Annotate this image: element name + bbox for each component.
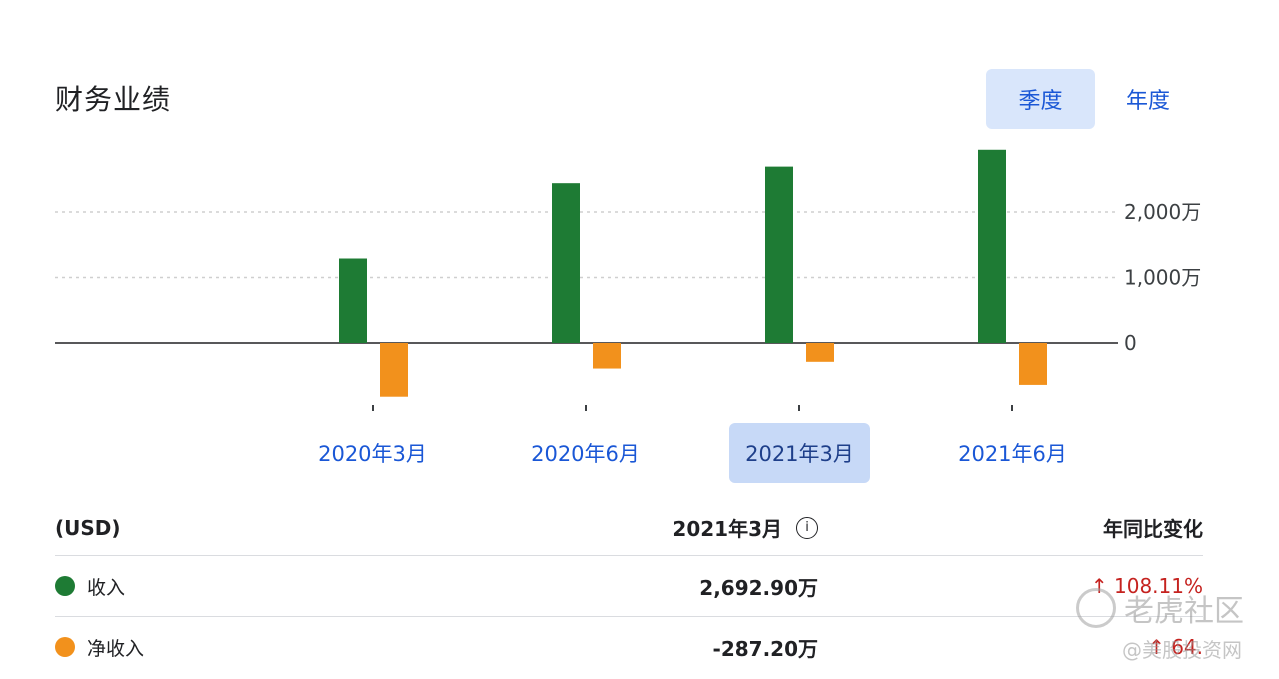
annual-toggle-button[interactable]: 年度	[1125, 89, 1170, 114]
info-icon[interactable]: i	[796, 516, 818, 539]
net-income-label-text: 净收入	[87, 637, 145, 660]
watermark-subtext: @美股投资网	[1122, 638, 1242, 662]
net-income-bar	[593, 343, 621, 369]
revenue-legend-dot	[55, 576, 75, 596]
period-header-label: 2021年3月	[672, 517, 782, 541]
section-title: 财务业绩	[55, 83, 172, 116]
net-income-bar	[806, 343, 834, 362]
net-income-change: ↑ 64.	[1148, 635, 1203, 659]
revenue-label-text: 收入	[87, 576, 126, 599]
financial-bar-chart: 2,000万 1,000万 0	[55, 149, 1201, 411]
table-row-revenue: 收入 2,692.90万 ↑ 108.11%	[55, 556, 1203, 617]
net-income-bar	[1019, 343, 1047, 385]
net-income-legend-dot	[55, 637, 75, 657]
period-button-2021-06[interactable]: 2021年6月	[958, 442, 1067, 466]
period-button-2020-06[interactable]: 2020年6月	[531, 442, 640, 466]
revenue-bar	[765, 166, 793, 343]
y-tick-label: 2,000万	[1124, 200, 1201, 224]
revenue-label: 收入	[55, 556, 125, 616]
table-header-row: (USD) 2021年3月 i 年同比变化	[55, 500, 1203, 556]
revenue-bar	[339, 258, 367, 343]
period-button-2020-03[interactable]: 2020年3月	[318, 442, 427, 466]
revenue-bar	[552, 183, 580, 343]
metrics-table: (USD) 2021年3月 i 年同比变化 收入 2,692.90万 ↑ 108…	[55, 500, 1203, 677]
revenue-bar	[978, 149, 1006, 343]
watermark-logo-icon	[1076, 588, 1116, 628]
period-button-2021-03[interactable]: 2021年3月	[729, 423, 870, 483]
net-income-label: 净收入	[55, 617, 144, 677]
table-row-net-income: 净收入 -287.20万 ↑ 64.	[55, 617, 1203, 677]
watermark-text: 老虎社区	[1124, 594, 1244, 629]
net-income-bar	[380, 343, 408, 397]
period-header: 2021年3月 i	[672, 500, 818, 555]
net-income-value: -287.20万	[712, 636, 818, 661]
revenue-value: 2,692.90万	[699, 575, 818, 600]
y-tick-label: 0	[1124, 331, 1137, 355]
quarterly-toggle-button[interactable]: 季度	[986, 69, 1095, 129]
change-header: 年同比变化	[1103, 517, 1203, 541]
y-tick-label: 1,000万	[1124, 266, 1201, 290]
currency-label: (USD)	[55, 515, 121, 540]
